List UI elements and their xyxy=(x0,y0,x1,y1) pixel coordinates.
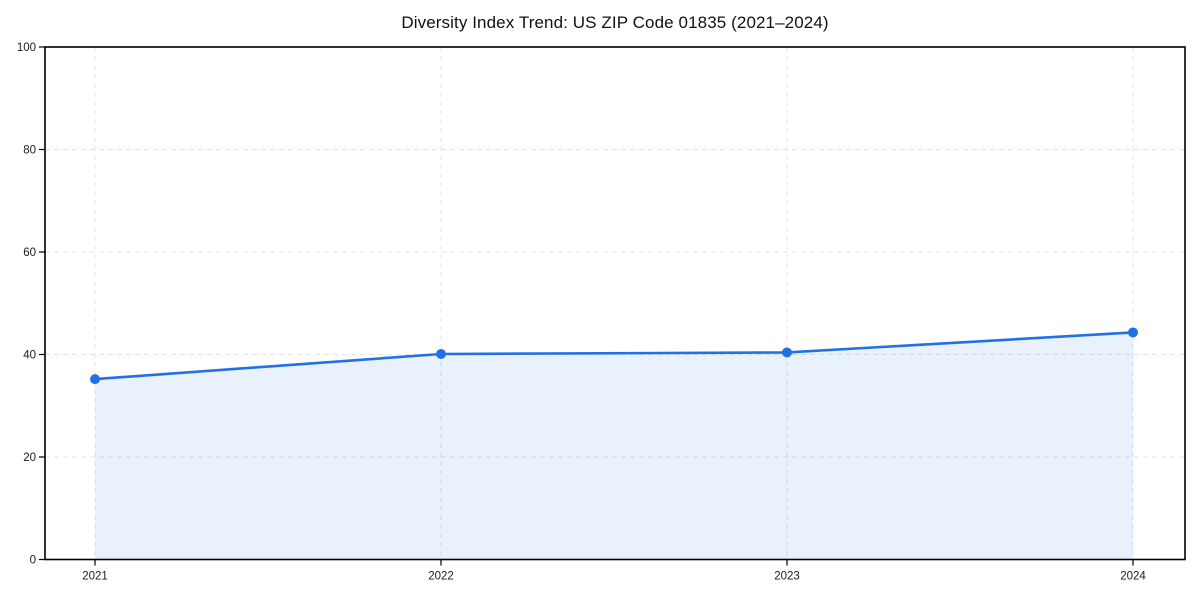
data-point-2022 xyxy=(436,348,446,359)
area-fill xyxy=(95,332,1133,560)
y-tick-label: 20 xyxy=(23,452,36,464)
x-tick-label: 2023 xyxy=(774,571,800,583)
x-tick-label: 2022 xyxy=(428,571,454,583)
x-tick-label: 2024 xyxy=(1120,571,1146,583)
y-tick-label: 0 xyxy=(30,555,36,567)
data-point-2023 xyxy=(782,347,792,358)
x-tick-label: 2021 xyxy=(82,571,108,583)
data-point-2024 xyxy=(1128,327,1138,338)
y-tick-label: 40 xyxy=(23,350,36,362)
chart-title: Diversity Index Trend: US ZIP Code 01835… xyxy=(401,13,829,32)
data-point-2021 xyxy=(90,374,100,385)
y-tick-label: 60 xyxy=(23,247,36,259)
y-tick-label: 80 xyxy=(23,145,36,157)
trend-line xyxy=(93,331,1135,381)
plot-border xyxy=(44,46,1186,561)
y-tick-label: 100 xyxy=(17,42,36,54)
